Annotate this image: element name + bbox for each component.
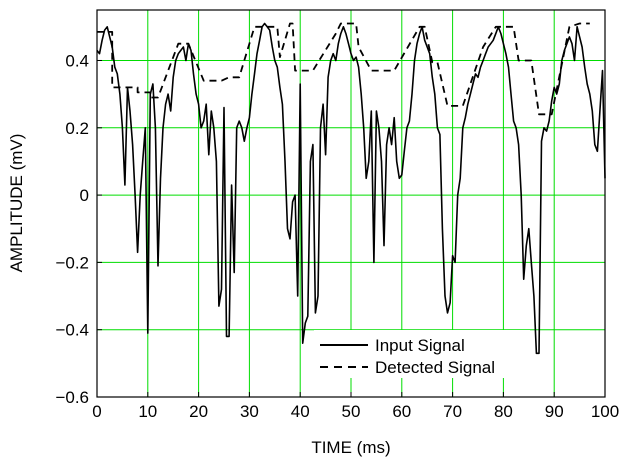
legend-label-detected-signal: Detected Signal: [375, 358, 495, 377]
x-tick-label: 80: [494, 402, 513, 421]
y-tick-label: −0.2: [55, 253, 89, 272]
grid-lines: [97, 10, 605, 397]
legend-label-input-signal: Input Signal: [375, 336, 465, 355]
y-tick-labels: −0.6 −0.4 −0.2 0 0.2 0.4: [55, 51, 89, 407]
y-tick-label: 0.4: [65, 51, 89, 70]
y-tick-label: 0: [80, 186, 89, 205]
legend-background: [314, 330, 530, 378]
x-tick-label: 10: [138, 402, 157, 421]
y-tick-label: −0.6: [55, 388, 89, 407]
series-line-detected-signal: [97, 22, 590, 116]
x-tick-label: 100: [591, 402, 619, 421]
x-tick-label: 40: [291, 402, 310, 421]
x-tick-label: 50: [342, 402, 361, 421]
x-tick-label: 20: [189, 402, 208, 421]
x-tick-label: 60: [392, 402, 411, 421]
legend: Input Signal Detected Signal: [314, 330, 530, 378]
x-tick-label: 70: [443, 402, 462, 421]
series-layer: [96, 22, 606, 355]
x-tick-label: 0: [92, 402, 101, 421]
series-line-input-signal: [96, 22, 606, 355]
y-tick-label: 0.2: [65, 119, 89, 138]
x-tick-labels: 0 10 20 30 40 50 60 70 80 90 100: [92, 402, 619, 421]
tick-marks: [96, 59, 606, 398]
y-axis-title: AMPLITUDE (mV): [7, 134, 26, 273]
x-tick-label: 90: [545, 402, 564, 421]
y-tick-label: −0.4: [55, 321, 89, 340]
x-tick-label: 30: [240, 402, 259, 421]
x-axis-title: TIME (ms): [311, 438, 390, 457]
